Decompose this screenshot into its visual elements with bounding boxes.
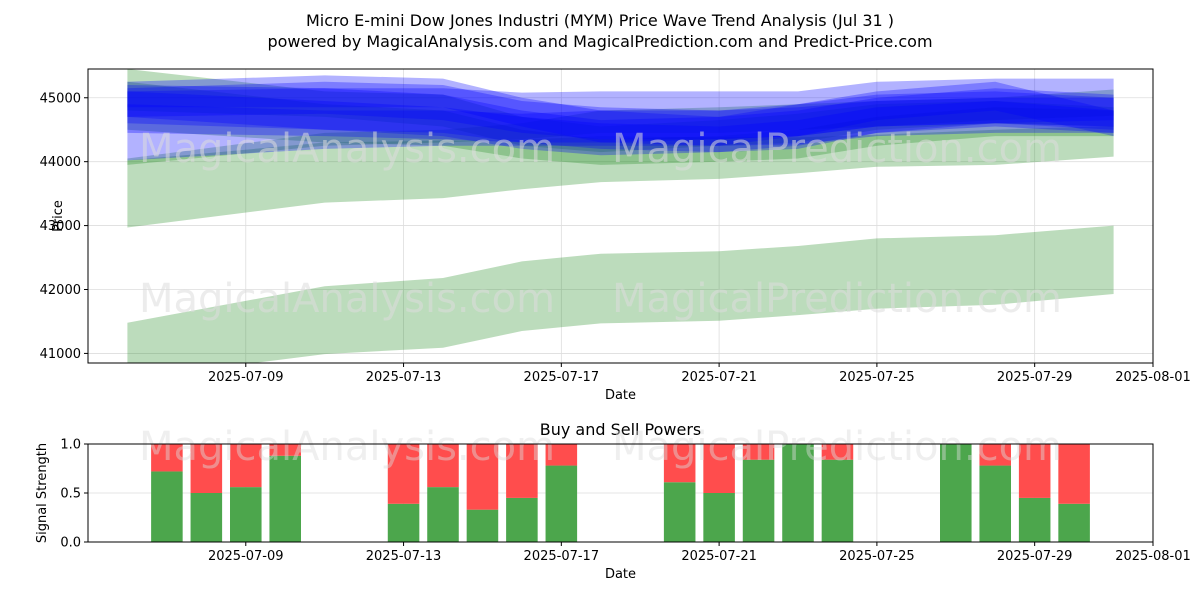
price-bands bbox=[127, 69, 1114, 363]
buy-bar bbox=[545, 465, 578, 542]
green-price-band-4 bbox=[127, 81, 1114, 165]
buy-bar bbox=[1018, 497, 1051, 542]
watermark-text: MagicalPrediction.com bbox=[612, 276, 1062, 322]
y-tick-label: 42000 bbox=[40, 283, 81, 298]
sell-bar bbox=[190, 444, 223, 493]
price-plot: MagicalAnalysis.com MagicalPrediction.com… bbox=[40, 68, 1191, 403]
buy-bar bbox=[663, 482, 696, 542]
x-tick-label: 2025-07-29 bbox=[997, 370, 1073, 385]
buy-bar bbox=[466, 509, 499, 542]
buy-bar bbox=[230, 487, 262, 542]
blue-price-band-8 bbox=[127, 75, 1114, 146]
watermark-text: MagicalAnalysis.com bbox=[139, 276, 555, 322]
sell-bar bbox=[427, 444, 459, 488]
buy-bar bbox=[427, 487, 459, 542]
y-tick-label: 45000 bbox=[40, 91, 81, 106]
watermark-text: MagicalPrediction.com bbox=[612, 424, 1062, 470]
y-tick-label: 0.5 bbox=[60, 487, 81, 502]
y-tick-label: 44000 bbox=[40, 155, 81, 170]
sell-bar bbox=[742, 444, 775, 460]
green-price-band-3 bbox=[127, 69, 1114, 153]
buy-bar bbox=[190, 493, 223, 542]
sell-bar bbox=[230, 444, 262, 488]
x-axis-label: Date bbox=[605, 567, 636, 582]
y-tick-label: 41000 bbox=[40, 347, 81, 362]
buy-bar bbox=[742, 459, 775, 542]
x-tick-label: 2025-07-17 bbox=[524, 549, 600, 564]
blue-price-band-5 bbox=[127, 78, 1114, 161]
watermark-text: MagicalAnalysis.com bbox=[139, 126, 555, 172]
chart-title-line2: powered by MagicalAnalysis.com and Magic… bbox=[267, 32, 932, 51]
buy-bar bbox=[940, 444, 972, 542]
x-tick-label: 2025-08-01 bbox=[1115, 370, 1191, 385]
buy-bar bbox=[821, 459, 854, 542]
x-tick-label: 2025-07-29 bbox=[997, 549, 1073, 564]
x-axis-label: Date bbox=[605, 388, 636, 403]
watermark-text: MagicalAnalysis.com bbox=[139, 424, 555, 470]
buy-bar bbox=[979, 465, 1011, 542]
blue-price-band-10 bbox=[127, 91, 1114, 153]
sell-bar bbox=[269, 444, 301, 456]
y-axis-label: Price bbox=[51, 200, 66, 232]
green-price-band-0 bbox=[127, 225, 1114, 363]
x-tick-label: 2025-07-25 bbox=[839, 549, 915, 564]
x-tick-label: 2025-07-09 bbox=[208, 370, 284, 385]
y-tick-label: 1.0 bbox=[60, 438, 81, 453]
x-tick-label: 2025-07-13 bbox=[366, 549, 442, 564]
sell-bar bbox=[506, 444, 538, 498]
y-tick-label: 0.0 bbox=[60, 536, 81, 551]
green-price-band-1 bbox=[127, 125, 1114, 228]
plot-frame bbox=[87, 68, 1154, 364]
x-tick-label: 2025-07-17 bbox=[524, 370, 600, 385]
x-tick-label: 2025-08-01 bbox=[1115, 549, 1191, 564]
buy-bar bbox=[782, 444, 814, 542]
sell-bar bbox=[466, 444, 499, 510]
sell-bar bbox=[387, 444, 420, 504]
x-tick-label: 2025-07-13 bbox=[366, 370, 442, 385]
chart-title-line1: Micro E-mini Dow Jones Industri (MYM) Pr… bbox=[306, 11, 894, 30]
sell-bar bbox=[821, 444, 854, 460]
buy-bar bbox=[506, 497, 538, 542]
watermark-text: MagicalPrediction.com bbox=[612, 126, 1062, 172]
sell-bar bbox=[1018, 444, 1051, 498]
sell-bar bbox=[151, 444, 183, 472]
green-price-band-2 bbox=[127, 89, 1114, 165]
x-tick-label: 2025-07-25 bbox=[839, 370, 915, 385]
buy-bar bbox=[703, 493, 735, 542]
buy-bar bbox=[269, 455, 301, 542]
buy-bar bbox=[387, 503, 420, 542]
sell-bar bbox=[545, 444, 578, 466]
sell-bar bbox=[1058, 444, 1090, 504]
y-axis-label: Signal Strength bbox=[35, 443, 50, 543]
blue-price-band-6 bbox=[127, 85, 1114, 156]
sell-bar bbox=[663, 444, 696, 483]
x-tick-label: 2025-07-21 bbox=[681, 370, 757, 385]
blue-price-band-9 bbox=[127, 97, 1114, 143]
buy-bar bbox=[151, 471, 183, 542]
buy-bar bbox=[1058, 503, 1090, 542]
signal-chart-title: Buy and Sell Powers bbox=[540, 420, 702, 439]
x-tick-label: 2025-07-21 bbox=[681, 549, 757, 564]
y-tick-label: 43000 bbox=[40, 219, 81, 234]
blue-price-band-7 bbox=[127, 81, 1114, 140]
x-tick-label: 2025-07-09 bbox=[208, 549, 284, 564]
sell-bar bbox=[979, 444, 1011, 466]
sell-bar bbox=[703, 444, 735, 493]
